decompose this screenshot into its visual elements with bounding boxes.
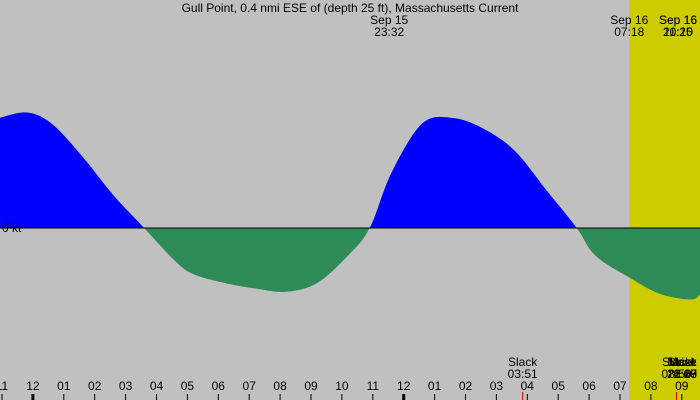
chart-title: Gull Point, 0.4 nmi ESE of (depth 25 ft)…	[182, 1, 519, 15]
hour-tick-label-6: 05	[181, 379, 195, 393]
hour-tick-label-4: 03	[119, 379, 133, 393]
hour-tick-label-22: 09	[675, 379, 689, 393]
hour-tick-label-7: 06	[212, 379, 226, 393]
hour-tick-label-17: 04	[521, 379, 535, 393]
event-labels: Slack03:51Slack08:50Mrise12:29Slack16:07…	[508, 355, 698, 400]
event-name-2: Mrise	[667, 355, 697, 369]
top-label-date-2: Sep 16	[659, 13, 697, 27]
top-label-time-3: 20:10	[663, 25, 693, 39]
hour-tick-label-9: 08	[273, 379, 287, 393]
top-label-date-1: Sep 16	[610, 13, 648, 27]
hour-tick-label-0: 11	[0, 379, 9, 393]
top-label-date-0: Sep 15	[370, 13, 408, 27]
event-name-4: Mset	[669, 355, 696, 369]
hour-tick-label-21: 08	[644, 379, 658, 393]
event-name-3: Slack	[667, 355, 697, 369]
hour-ticks: 11 12 01 02 03 04 05 06 07 08 09 10 11 12 01 02 03 04 05 06…	[0, 379, 689, 400]
event-time-2: 12:29	[667, 367, 697, 381]
event-name-1: Slack	[662, 355, 692, 369]
ebb-area-3	[144, 228, 370, 292]
flood-area-0	[0, 112, 145, 228]
daylight-band	[629, 0, 700, 400]
top-label-time-0: 23:32	[374, 25, 404, 39]
hour-tick-label-20: 07	[613, 379, 627, 393]
top-label-time-1: 07:18	[614, 25, 644, 39]
hour-tick-label-1: 12	[26, 379, 40, 393]
event-time-3: 16:07	[667, 367, 697, 381]
event-time-1: 08:50	[662, 367, 692, 381]
day-night-background	[629, 0, 700, 400]
hour-tick-label-18: 05	[552, 379, 566, 393]
hour-tick-label-12: 11	[367, 379, 380, 393]
event-time-4: 21:18	[667, 367, 697, 381]
hour-tick-label-11: 10	[335, 379, 349, 393]
hour-tick-label-8: 07	[243, 379, 257, 393]
hour-tick-label-14: 01	[428, 379, 442, 393]
current-areas	[0, 112, 700, 300]
hour-tick-label-3: 02	[88, 379, 102, 393]
event-time-0: 03:51	[508, 367, 538, 381]
hour-tick-label-13: 12	[397, 379, 411, 393]
ebb-area-7	[576, 228, 700, 300]
event-name-0: Slack	[508, 355, 538, 369]
hour-tick-label-16: 03	[490, 379, 504, 393]
flood-area-4	[369, 116, 577, 228]
top-label-date-3: Sep 16	[659, 13, 697, 27]
hour-tick-label-2: 01	[57, 379, 71, 393]
hour-tick-label-10: 09	[304, 379, 318, 393]
top-label-time-2: 11:25	[663, 25, 692, 39]
hour-tick-label-15: 02	[459, 379, 473, 393]
zero-label: 0 kt	[2, 221, 22, 235]
hour-tick-label-19: 06	[582, 379, 596, 393]
hour-tick-label-5: 04	[150, 379, 164, 393]
